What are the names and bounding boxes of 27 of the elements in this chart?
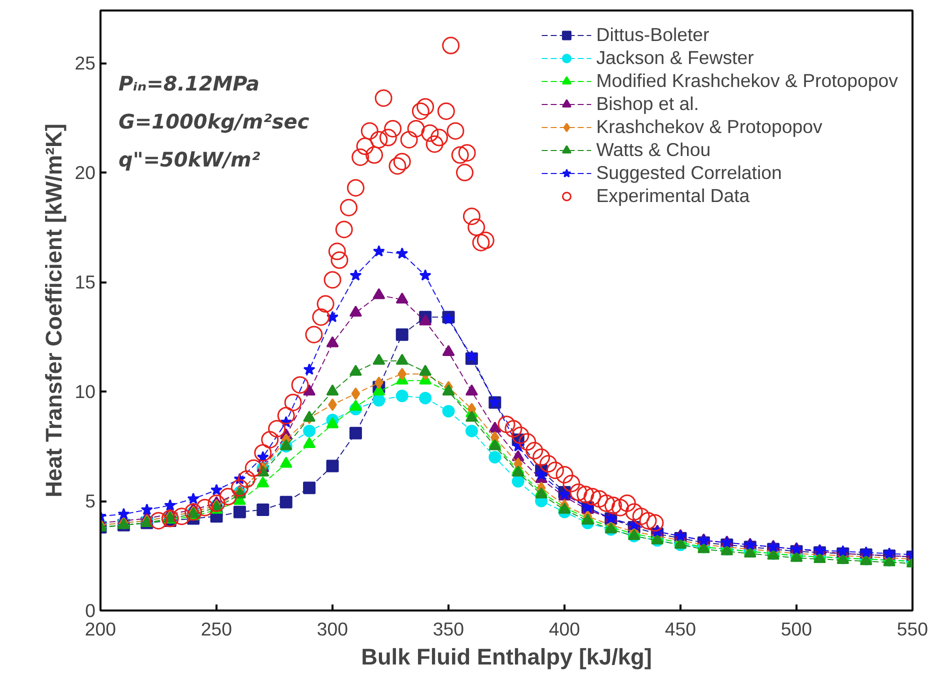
y-axis-title: Heat Transfer Coefficient [kW/m²K]	[40, 124, 67, 498]
x-tick-label: 500	[780, 618, 812, 640]
y-tick-label: 15	[74, 272, 96, 293]
annotation: q"=50kW/m²	[118, 148, 260, 172]
legend-label: Krashchekov & Protopopov	[596, 116, 822, 138]
annotation: G=1000kg/m²sec	[118, 110, 310, 134]
legend-label: Jackson & Fewster	[596, 47, 754, 69]
x-tick-label: 550	[896, 618, 928, 640]
y-tick-label: 20	[74, 162, 96, 184]
legend-label: Modified Krashchekov & Protopopov	[596, 70, 898, 92]
x-tick-label: 450	[664, 618, 696, 640]
annotation: Pᵢₙ=8.12MPa	[118, 72, 260, 96]
legend-label: Bishop et al.	[596, 93, 699, 115]
legend-label: Watts & Chou	[596, 139, 711, 161]
y-tick-label: 0	[85, 600, 96, 621]
x-tick-label: 200	[84, 618, 116, 640]
x-tick-label: 250	[200, 618, 232, 640]
y-tick-label: 10	[74, 381, 96, 402]
legend-label: Suggested Correlation	[596, 162, 782, 184]
x-axis-title: Bulk Fluid Enthalpy [kJ/kg]	[361, 644, 652, 670]
x-tick-label: 350	[432, 618, 464, 640]
legend-label: Dittus-Boleter	[596, 24, 710, 46]
x-tick-label: 300	[316, 618, 348, 640]
y-tick-label: 25	[74, 52, 96, 74]
x-tick-label: 400	[548, 618, 580, 640]
y-tick-label: 5	[85, 490, 96, 512]
legend-label: Experimental Data	[596, 185, 750, 207]
